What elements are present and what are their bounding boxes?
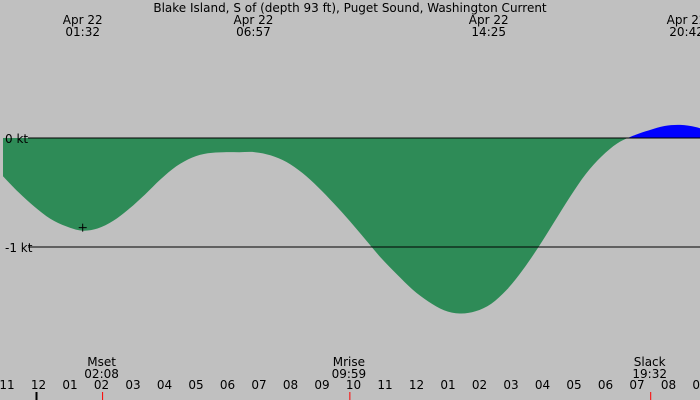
bottom-event-label: Mrise bbox=[333, 355, 365, 369]
hour-tick-label: 05 bbox=[566, 378, 581, 392]
top-event-time: 06:57 bbox=[236, 25, 271, 39]
chart-title: Blake Island, S of (depth 93 ft), Puget … bbox=[153, 1, 547, 15]
hour-tick-label: 04 bbox=[535, 378, 550, 392]
bottom-event-time: 09:59 bbox=[332, 367, 367, 381]
hour-tick-label: 08 bbox=[661, 378, 676, 392]
x-axis-ticks: 11 12 01 02 03 04 05 06 07 08 09 10 11 12 01 02 03 04 05 06… bbox=[0, 378, 700, 400]
top-event-time: 20:42 bbox=[669, 25, 700, 39]
hour-tick-label: 09 bbox=[692, 378, 700, 392]
hour-tick-label: 12 bbox=[31, 378, 46, 392]
midnight-tick bbox=[35, 392, 38, 400]
bottom-event-time: 19:32 bbox=[632, 367, 667, 381]
hour-tick-label: 01 bbox=[440, 378, 455, 392]
hour-tick-label: 07 bbox=[251, 378, 266, 392]
y-axis-labels: 0 kt -1 kt bbox=[5, 132, 33, 255]
y-tick-label: 0 kt bbox=[5, 132, 28, 146]
hour-tick-label: 01 bbox=[62, 378, 77, 392]
top-event-date: Apr 22 bbox=[469, 13, 509, 27]
y-tick-label: -1 kt bbox=[5, 241, 33, 255]
ebb-area-layer bbox=[3, 138, 700, 314]
hour-tick-label: 12 bbox=[409, 378, 424, 392]
bottom-event-label: Mset bbox=[87, 355, 116, 369]
hour-tick-label: 11 bbox=[377, 378, 392, 392]
hour-tick-label: 02 bbox=[472, 378, 487, 392]
bottom-event-time: 02:08 bbox=[84, 367, 119, 381]
hour-tick-label: 06 bbox=[220, 378, 235, 392]
hour-tick-label: 05 bbox=[188, 378, 203, 392]
top-event-date: Apr 22 bbox=[63, 13, 103, 27]
hour-tick-label: 02 bbox=[94, 378, 109, 392]
extremum-marker bbox=[78, 223, 87, 232]
top-event-date: Apr 22 bbox=[667, 13, 700, 27]
top-event: Apr 2220:42 bbox=[667, 13, 700, 39]
bottom-event-label: Slack bbox=[634, 355, 666, 369]
hour-tick-label: 10 bbox=[346, 378, 361, 392]
hour-tick-label: 04 bbox=[157, 378, 172, 392]
hour-tick-label: 08 bbox=[283, 378, 298, 392]
hour-tick-label: 03 bbox=[125, 378, 140, 392]
top-event-date: Apr 22 bbox=[234, 13, 274, 27]
reference-lines bbox=[28, 137, 700, 248]
hour-tick-label: 06 bbox=[598, 378, 613, 392]
hour-tick-label: 07 bbox=[629, 378, 644, 392]
hour-tick-label: 09 bbox=[314, 378, 329, 392]
ebb-area bbox=[3, 138, 700, 314]
top-event-time: 14:25 bbox=[471, 25, 506, 39]
hour-tick-label: 11 bbox=[0, 378, 15, 392]
top-event-time: 01:32 bbox=[65, 25, 100, 39]
hour-tick-label: 03 bbox=[503, 378, 518, 392]
